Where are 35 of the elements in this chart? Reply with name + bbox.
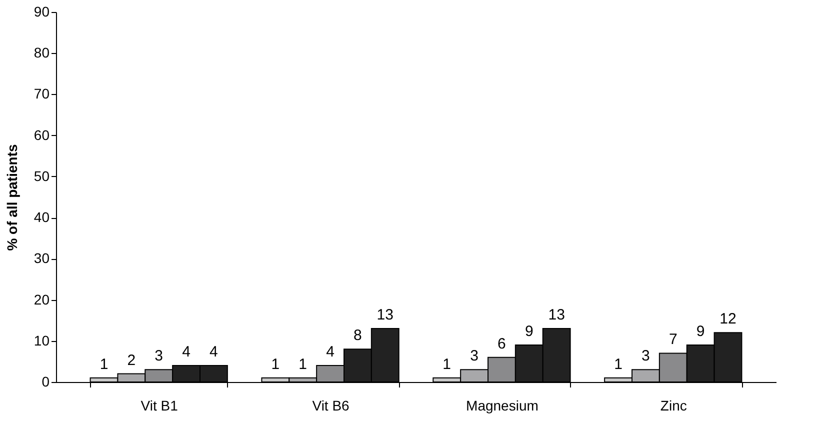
x-tick-label: Vit B1 [140,398,178,414]
data-label: 3 [642,348,650,365]
data-label: 4 [326,344,334,361]
data-label: 3 [154,348,164,365]
y-tick-label: 20 [34,291,50,308]
data-label: 12 [720,310,736,328]
data-label: 1 [442,356,452,373]
data-label: 1 [100,356,108,373]
data-label: 2 [127,352,136,369]
data-label: 7 [668,331,678,348]
data-label: 1 [298,356,308,373]
y-tick-label: 30 [34,250,50,266]
data-label: 3 [470,348,478,365]
y-tick-label: 90 [34,4,50,20]
x-tick-label: Magnesium [466,398,538,414]
data-label: 6 [498,335,506,352]
y-tick-label: 10 [34,332,50,348]
y-tick-label: 60 [34,126,50,143]
data-label: 9 [696,323,705,340]
data-label: 13 [548,306,565,324]
x-tick-label: Zinc [660,398,687,414]
data-label: 9 [524,323,534,340]
data-label: 8 [354,327,362,344]
data-label: 4 [182,344,190,361]
data-label: 1 [271,356,280,373]
data-label: 1 [614,356,622,373]
y-tick-label: 0 [42,374,50,390]
x-tick-label: Vit B6 [312,398,350,414]
data-label: 13 [376,306,394,324]
y-axis-title: % of all patients [4,144,20,251]
y-tick-label: 50 [34,168,50,184]
y-tick-label: 80 [34,44,50,61]
data-label: 4 [210,344,218,361]
y-tick-label: 70 [34,86,50,102]
y-tick-label: 40 [34,209,50,226]
